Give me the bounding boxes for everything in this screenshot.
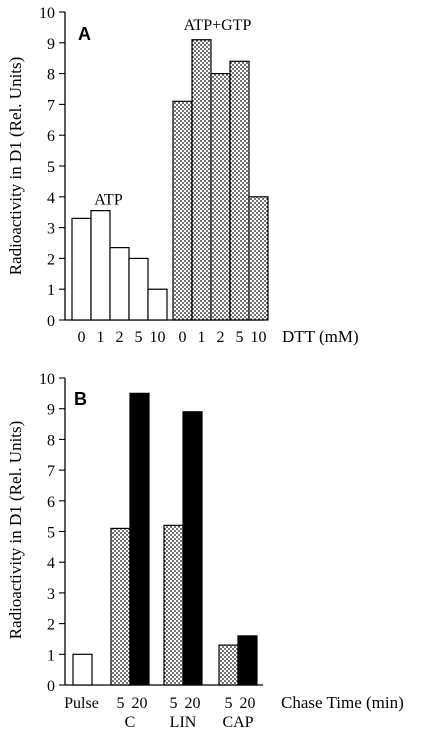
panel-a-bar-white: [90, 210, 111, 321]
panel-b-y-tick-label: 1: [47, 647, 55, 664]
panel-a-x-tick-label: 1: [198, 329, 206, 346]
panel-a-xlabel: DTT (mM): [282, 327, 359, 346]
panel-b-bar-dotted: [218, 644, 239, 686]
panel-a-x-tick-label: 0: [78, 329, 86, 346]
panel-a-group-label: ATP: [94, 192, 123, 209]
panel-a-x-tick-label: 1: [97, 329, 105, 346]
panel-a-x-tick-label: 0: [179, 329, 187, 346]
panel-a-x-tick-label: 5: [236, 329, 244, 346]
panel-a-y-tick-label: 0: [47, 313, 55, 330]
panel-b-x-tick-label: 5: [117, 695, 125, 712]
panel-a-y-tick-label: 7: [47, 97, 55, 114]
panel-b-y-tick-label: 7: [47, 463, 55, 480]
panel-b-letter: B: [74, 389, 87, 409]
panel-b-y-tick-label: 9: [47, 402, 55, 419]
panel-b-ylabel: Radioactivity in D1 (Rel. Units): [6, 421, 25, 640]
panel-b-y-tick-label: 8: [47, 432, 55, 449]
panel-b-x-tick-label: 20: [240, 695, 256, 712]
panel-a-y-tick-label: 10: [39, 5, 55, 22]
panel-a-x-tick-label: 10: [251, 329, 267, 346]
panel-b-group-label: CAP: [222, 714, 253, 730]
panel-b-x-tick-label: Pulse: [64, 695, 99, 712]
panel-b-y-tick-label: 5: [47, 525, 55, 542]
panel-b-y-tick-label: 4: [47, 555, 55, 572]
panel-a-x-tick-label: 2: [217, 329, 225, 346]
panel-a-y-tick-label: 3: [47, 221, 55, 238]
panel-a-ylabel: Radioactivity in D1 (Rel. Units): [6, 57, 25, 276]
panel-a-bar-dotted: [210, 72, 231, 321]
panel-b-xlabel: Chase Time (min): [281, 693, 404, 712]
panel-b-y-tick-label: 6: [47, 494, 55, 511]
panel-b-group-label: C: [125, 714, 136, 730]
panel-a-bar-dotted: [191, 39, 212, 321]
panel-b-bar-black: [129, 392, 150, 686]
panel-a-bar-dotted: [248, 196, 269, 321]
panel-b-y-tick-label: 10: [39, 371, 55, 388]
panel-a-bar-white: [147, 288, 168, 321]
panel-b-bar-black: [237, 635, 258, 686]
panel-a-bar-white: [128, 257, 149, 321]
panel-a-bar-white: [109, 247, 130, 321]
panel-a-y-tick-label: 6: [47, 128, 55, 145]
panel-a-y-ticks: 0 1 2 3 4 5 6 7 8 9 10: [39, 5, 65, 330]
panel-b-y-tick-label: 2: [47, 617, 55, 634]
panel-a-y-tick-label: 4: [47, 190, 55, 207]
panel-a-bar-dotted: [229, 60, 250, 321]
panel-b-group-label: LIN: [170, 714, 197, 730]
panel-a-y-tick-label: 9: [47, 36, 55, 53]
panel-b-x-tick-label: 20: [132, 695, 148, 712]
panel-a-bar-dotted: [172, 100, 193, 321]
panel-a-x-tick-label: 2: [116, 329, 124, 346]
panel-a-y-tick-label: 5: [47, 159, 55, 176]
panel-a-y-tick-label: 1: [47, 282, 55, 299]
panel-a-x-tick-label: 10: [150, 329, 166, 346]
panel-b-x-tick-label: 20: [185, 695, 201, 712]
panel-a-chart: Radioactivity in D1 (Rel. Units) 0123456…: [6, 5, 359, 346]
panel-a-y-tick-label: 2: [47, 251, 55, 268]
panel-a-bars: [71, 39, 269, 321]
panel-b-bar-dotted: [163, 524, 184, 686]
panel-b-x-tick-label: 5: [225, 695, 233, 712]
panel-b-y-tick-label: 0: [47, 678, 55, 695]
panel-b-y-tick-label: 3: [47, 586, 55, 603]
panel-a-bar-white: [71, 217, 92, 321]
panel-a-x-tick-label: 5: [135, 329, 143, 346]
panel-a-group-label: ATP+GTP: [184, 17, 252, 34]
panel-b-bar-white: [72, 653, 93, 686]
panel-b-x-tick-label: 5: [170, 695, 178, 712]
panel-a-y-tick-label: 8: [47, 67, 55, 84]
panel-b-bar-dotted: [110, 527, 131, 686]
panel-b-bars: [72, 392, 258, 686]
panel-a-letter: A: [78, 24, 91, 44]
panel-b-y-ticks: 0 1 2 3 4 5 6 7 8 9 10: [39, 371, 65, 695]
panel-b-bar-black: [182, 411, 203, 686]
panel-b-chart: Radioactivity in D1 (Rel. Units) 0 1 2 3 4 5 6…: [6, 371, 404, 730]
